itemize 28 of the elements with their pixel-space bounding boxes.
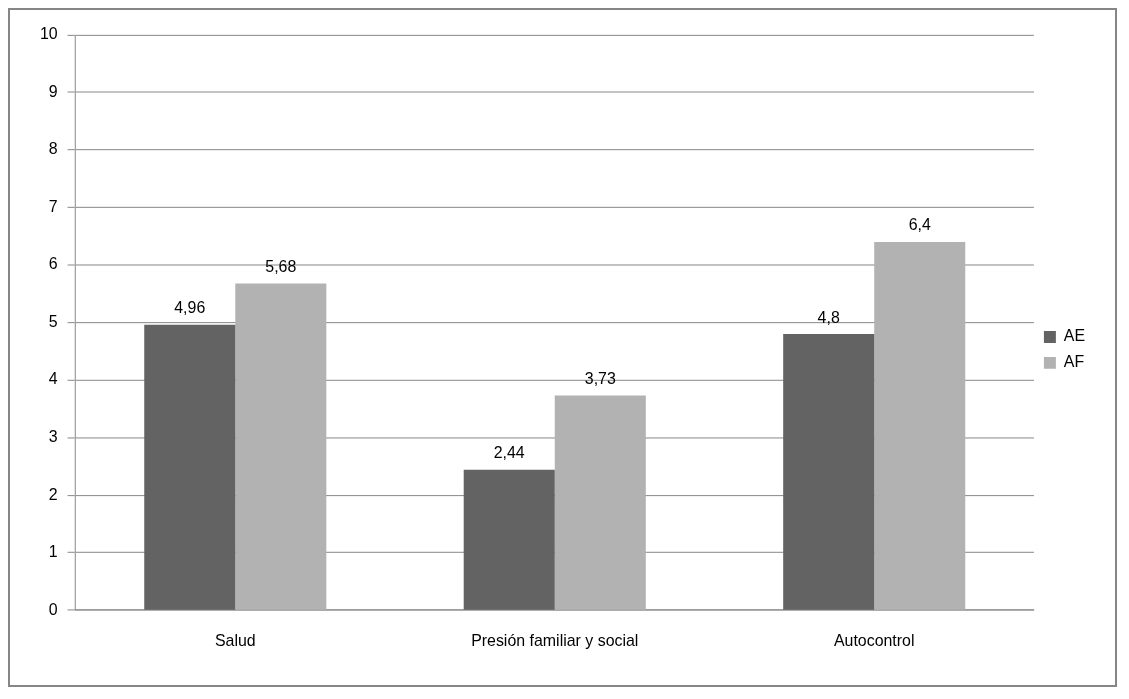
- y-tick-label: 6: [48, 255, 58, 273]
- data-label: 4,96: [174, 299, 206, 317]
- y-tick-label: 2: [48, 485, 58, 503]
- data-label: 5,68: [265, 257, 297, 275]
- bar: [554, 395, 646, 610]
- data-label: 6,4: [908, 216, 931, 234]
- data-label: 4,8: [817, 308, 840, 326]
- bar: [874, 241, 966, 610]
- y-tick-label: 7: [48, 197, 58, 215]
- bar: [463, 469, 555, 610]
- x-tick-label: Presión familiar y social: [471, 632, 639, 650]
- bar: [144, 324, 236, 610]
- x-tick-label: Autocontrol: [833, 632, 915, 650]
- y-tick-label: 3: [48, 428, 58, 445]
- y-tick-label: 5: [48, 312, 58, 330]
- y-tick-label: 1: [48, 543, 58, 561]
- bar: [783, 334, 875, 610]
- y-tick-label: 0: [48, 600, 58, 618]
- y-tick-label: 10: [39, 25, 58, 43]
- y-tick-label: 9: [48, 82, 58, 100]
- x-tick-label: Salud: [214, 632, 256, 650]
- legend-label: AF: [1063, 353, 1085, 371]
- y-tick-label: 4: [48, 370, 58, 388]
- data-label: 2,44: [493, 444, 525, 462]
- legend-label: AE: [1063, 327, 1086, 345]
- data-label: 3,73: [584, 370, 616, 388]
- y-tick-label: 8: [48, 140, 58, 158]
- bar: [235, 283, 327, 610]
